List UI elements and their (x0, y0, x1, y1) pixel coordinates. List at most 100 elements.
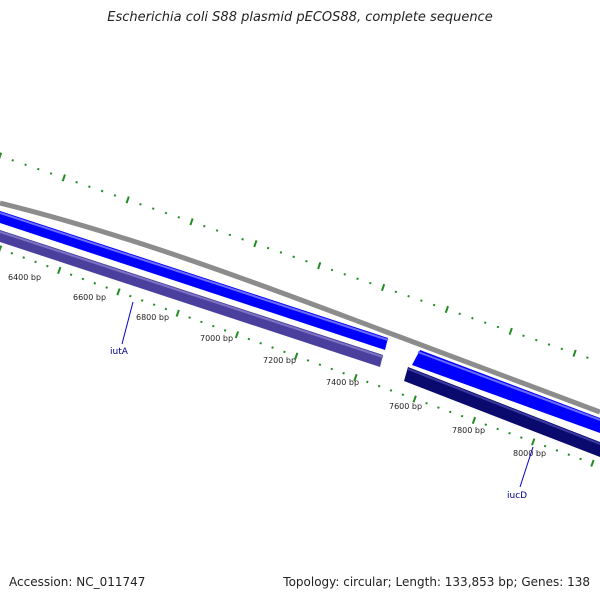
minor-tick (496, 325, 500, 329)
minor-tick (49, 172, 53, 175)
minor-tick (460, 414, 464, 418)
gene-label-iutA[interactable]: iutA (110, 301, 134, 357)
major-tick (353, 373, 358, 382)
minor-tick (543, 444, 547, 448)
minor-tick (151, 207, 155, 210)
minor-tick (471, 316, 474, 320)
major-tick (125, 196, 130, 204)
major-tick (0, 152, 3, 160)
minor-tick (129, 294, 132, 298)
minor-tick (203, 224, 206, 228)
minor-tick (330, 367, 334, 371)
minor-tick (567, 453, 571, 456)
minor-tick (11, 159, 15, 162)
bp-label: 8000 bp (513, 449, 546, 458)
major-tick (531, 438, 536, 446)
minor-tick (211, 324, 215, 328)
minor-tick (10, 252, 14, 255)
major-tick (471, 416, 477, 425)
bp-label: 6800 bp (136, 313, 169, 322)
minor-tick (215, 229, 219, 232)
minor-tick (247, 337, 251, 341)
major-tick (234, 331, 240, 339)
minor-tick (140, 299, 144, 302)
gene-iutA[interactable] (0, 230, 384, 367)
minor-tick (343, 273, 347, 276)
minor-tick (139, 202, 142, 206)
minor-tick (356, 277, 359, 281)
bp-label: 7800 bp (452, 426, 485, 435)
minor-tick (448, 410, 452, 414)
minor-tick (113, 194, 117, 197)
bp-label: 7400 bp (326, 378, 359, 387)
major-tick (294, 352, 299, 360)
major-tick (57, 266, 62, 275)
major-tick (189, 218, 194, 226)
minor-tick (377, 384, 381, 388)
bp-label: 7200 bp (263, 356, 296, 365)
minor-tick (369, 281, 372, 285)
minor-tick (152, 303, 156, 306)
minor-tick (283, 350, 286, 354)
minor-tick (586, 356, 589, 359)
minor-tick (306, 359, 310, 362)
minor-tick (177, 216, 181, 219)
minor-tick (241, 238, 244, 241)
minor-tick (394, 290, 398, 294)
forward-feature-right-arrow (412, 350, 600, 433)
outer-dotted-ruler (0, 152, 589, 359)
minor-tick (164, 307, 168, 311)
major-tick (253, 240, 258, 248)
minor-tick (366, 380, 369, 384)
minor-tick (425, 401, 428, 405)
minor-tick (520, 436, 523, 439)
minor-tick (46, 264, 49, 268)
forward-feature-left (0, 211, 389, 350)
bp-label: 7600 bp (389, 402, 422, 411)
minor-tick (389, 389, 393, 392)
minor-tick (420, 299, 423, 302)
minor-tick (496, 427, 499, 431)
minor-tick (522, 334, 525, 338)
minor-tick (271, 346, 274, 349)
minor-tick (279, 251, 283, 254)
minor-tick (34, 260, 37, 264)
minor-tick (292, 255, 295, 259)
major-tick (590, 459, 595, 467)
minor-tick (437, 406, 440, 409)
bp-labels: 6400 bp 6600 bp 6800 bp 7000 bp 7200 bp … (8, 273, 546, 458)
minor-tick (75, 181, 78, 184)
major-tick (380, 283, 386, 292)
gene-label-text: iucD (507, 491, 527, 501)
inner-tick-ruler (0, 245, 595, 467)
major-tick (508, 327, 513, 335)
gene-label-text: iutA (110, 347, 129, 357)
gene-label-iucD[interactable]: iucD (507, 446, 534, 501)
minor-tick (37, 167, 40, 171)
minor-tick (547, 343, 551, 346)
minor-tick (508, 431, 511, 435)
bp-label: 6600 bp (73, 293, 106, 302)
minor-tick (105, 286, 108, 289)
backbone-ring (0, 200, 600, 415)
minor-tick (555, 449, 559, 452)
major-tick (572, 349, 577, 357)
major-tick (175, 309, 180, 317)
minor-tick (401, 393, 405, 396)
minor-tick (330, 268, 334, 272)
minor-tick (223, 329, 227, 332)
major-tick (412, 395, 417, 403)
bp-label: 7000 bp (200, 334, 233, 343)
gene-iucD[interactable] (404, 367, 600, 457)
major-tick (61, 174, 66, 182)
minor-tick (164, 211, 168, 215)
minor-tick (483, 321, 487, 324)
minor-tick (305, 259, 308, 263)
minor-tick (93, 282, 97, 285)
minor-tick (342, 371, 345, 375)
minor-tick (22, 256, 25, 259)
minor-tick (24, 163, 27, 167)
minor-tick (88, 185, 91, 188)
minor-tick (458, 312, 461, 316)
